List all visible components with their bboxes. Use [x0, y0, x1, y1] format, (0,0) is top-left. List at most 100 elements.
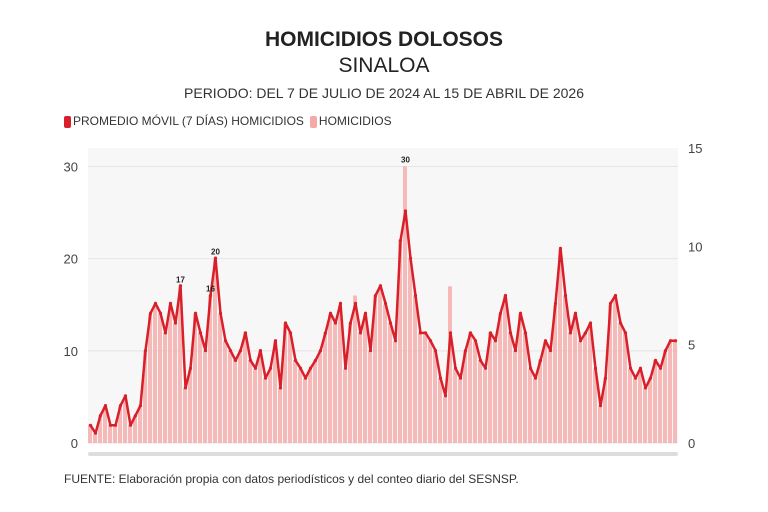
moving-average-point — [558, 246, 563, 250]
moving-average-point — [318, 348, 323, 353]
homicidios-bar — [283, 323, 287, 443]
homicidios-bar — [543, 341, 547, 443]
homicidios-bar — [213, 258, 217, 443]
moving-average-point — [333, 321, 338, 325]
homicidios-bar — [358, 332, 362, 443]
moving-average-point — [618, 321, 623, 325]
homicidios-bar — [223, 341, 227, 443]
homicidios-bar — [553, 304, 557, 443]
left-tick-label: 0 — [71, 436, 78, 451]
moving-average-point — [253, 366, 258, 370]
legend-swatch — [64, 115, 71, 128]
homicidios-bar — [158, 313, 162, 443]
homicidios-bar — [568, 332, 572, 443]
moving-average-point — [343, 366, 348, 370]
moving-average-point — [398, 238, 403, 243]
moving-average-point — [248, 358, 253, 362]
moving-average-point — [218, 311, 223, 315]
homicidios-bar — [618, 323, 622, 443]
moving-average-point — [93, 431, 98, 435]
moving-average-point — [673, 339, 678, 343]
homicidios-bar — [333, 323, 337, 443]
homicidios-bar — [338, 304, 342, 443]
chart-subtitle: SINALOA — [338, 54, 430, 77]
moving-average-point — [273, 339, 278, 343]
homicidios-bar — [178, 286, 182, 443]
homicidios-bar — [483, 369, 487, 443]
moving-average-point — [593, 366, 598, 370]
moving-average-point — [478, 358, 483, 362]
homicidios-bar — [168, 304, 172, 443]
right-tick-label: 0 — [688, 436, 695, 451]
homicidios-bar — [258, 350, 262, 443]
homicidios-bar — [323, 332, 327, 443]
moving-average-point — [173, 321, 178, 325]
homicidios-bar — [448, 286, 452, 443]
chart-title: HOMICIDIOS DOLOSOS — [264, 28, 503, 51]
moving-average-point — [513, 348, 518, 353]
homicidios-bar — [608, 304, 612, 443]
homicidios-bar — [518, 313, 522, 443]
left-tick-label: 10 — [64, 344, 78, 359]
moving-average-point — [408, 256, 413, 260]
homicidios-bar — [493, 341, 497, 443]
legend-item-moving-average[interactable]: PROMEDIO MÓVIL (7 DÍAS) HOMICIDIOS — [64, 114, 304, 128]
homicidios-bar — [278, 387, 282, 443]
moving-average-point — [413, 293, 418, 298]
moving-average-point — [143, 348, 148, 353]
homicidios-bar — [478, 360, 482, 443]
moving-average-point — [463, 348, 468, 353]
homicidios-bar — [603, 378, 607, 443]
homicidios-bar — [193, 313, 197, 443]
homicidios-bar — [623, 332, 627, 443]
legend-label: HOMICIDIOS — [318, 114, 392, 128]
moving-average-point — [163, 331, 168, 335]
homicidios-bar — [643, 387, 647, 443]
moving-average-point — [188, 366, 193, 370]
source-note: FUENTE: Elaboración propia con datos per… — [64, 472, 519, 486]
moving-average-point — [258, 348, 263, 353]
moving-average-point — [638, 366, 643, 370]
moving-average-point — [103, 404, 108, 408]
moving-average-point — [268, 366, 273, 370]
legend-item-homicidios[interactable]: HOMICIDIOS — [309, 114, 392, 128]
moving-average-point — [458, 376, 463, 380]
homicidios-bar — [523, 332, 527, 443]
homicidios-bar — [468, 332, 472, 443]
homicidios-bar — [353, 295, 357, 443]
homicidios-bar — [633, 378, 637, 443]
homicidios-bar — [208, 295, 212, 443]
moving-average-point — [578, 339, 583, 343]
homicidios-bar — [273, 341, 277, 443]
homicidios-bar — [93, 433, 97, 443]
homicidios-bar — [408, 258, 412, 443]
homicidios-bar — [488, 332, 492, 443]
homicidios-bar — [438, 378, 442, 443]
homicidios-bar — [433, 350, 437, 443]
moving-average-point — [453, 366, 458, 370]
homicidios-bar — [113, 424, 117, 443]
homicidios-bar — [143, 350, 147, 443]
homicidios-bar — [588, 323, 592, 443]
horizontal-scrollbar[interactable] — [88, 452, 678, 456]
homicidios-bar — [508, 332, 512, 443]
moving-average-point — [663, 348, 668, 353]
left-tick-label: 30 — [64, 159, 78, 174]
moving-average-point — [473, 339, 478, 343]
moving-average-point — [493, 339, 498, 343]
moving-average-point — [148, 311, 153, 315]
homicidios-bar — [648, 378, 652, 443]
moving-average-point — [383, 301, 388, 305]
homicidios-bar — [328, 313, 332, 443]
homicidios-bar — [163, 332, 167, 443]
homicidios-bar — [673, 341, 677, 443]
moving-average-point — [603, 376, 608, 380]
homicidios-bar — [183, 387, 187, 443]
homicidios-bar — [558, 249, 562, 443]
homicidios-bar — [653, 360, 657, 443]
moving-average-point — [193, 311, 198, 315]
moving-average-point — [523, 331, 528, 335]
homicidios-bar — [288, 332, 292, 443]
moving-average-point — [448, 331, 453, 335]
